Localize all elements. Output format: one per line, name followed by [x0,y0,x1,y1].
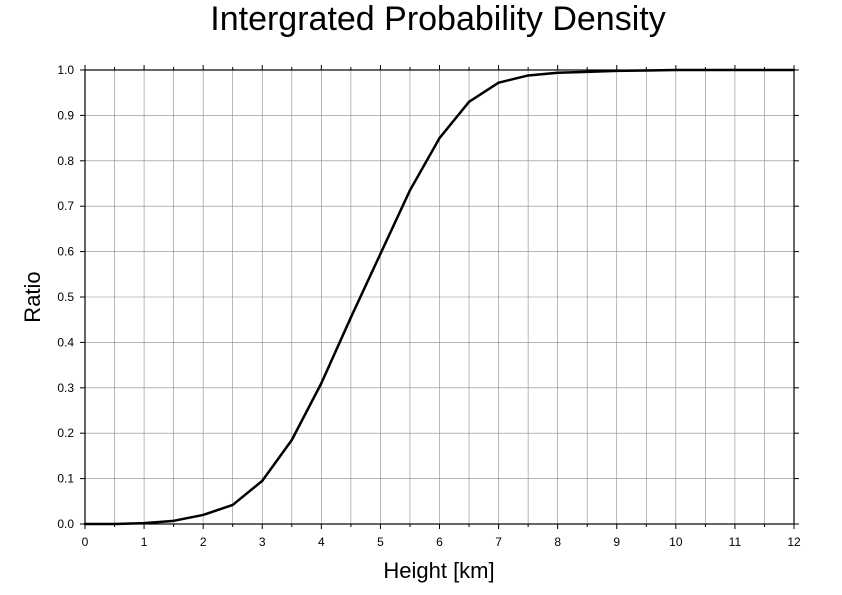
data-point [497,81,500,84]
y-tick-label: 0.9 [57,108,74,122]
data-point [733,68,737,72]
x-tick-label: 0 [82,535,89,549]
y-tick-label: 0.0 [57,517,74,531]
data-point [792,68,796,72]
y-tick-label: 0.3 [57,381,74,395]
data-point [526,74,530,77]
x-tick-label: 4 [318,535,325,549]
chart-title: Intergrated Probability Density [210,0,665,38]
x-tick-label: 9 [613,535,620,549]
data-point [320,382,323,385]
x-tick-label: 10 [669,535,683,549]
x-tick-label: 1 [141,535,148,549]
data-point [586,70,589,74]
x-axis-label: Height [km] [383,558,494,583]
tick-labels: 0 1 2 3 4 5 6 7 8 9 10 11 120.00.10.20.30.40.50.60.7… [57,63,801,549]
data-point [379,252,382,256]
x-tick-label: 7 [495,535,502,549]
y-tick-label: 0.8 [57,154,74,168]
y-tick-label: 0.7 [57,199,74,213]
grid [85,70,794,524]
data-point [467,100,471,103]
data-point [113,522,116,526]
data-point [83,522,87,526]
data-point [615,69,618,73]
data-point [408,189,412,192]
y-tick-label: 0.4 [57,335,74,349]
x-tick-label: 3 [259,535,266,549]
y-tick-label: 0.2 [57,426,74,440]
data-point [290,438,293,442]
y-tick-label: 0.6 [57,245,74,259]
x-tick-label: 8 [554,535,561,549]
data-point [201,513,205,517]
data-point [674,68,678,72]
y-axis-label: Ratio [20,271,45,322]
data-point [556,71,559,74]
data-point [763,68,766,72]
x-tick-label: 5 [377,535,384,549]
y-tick-label: 0.1 [57,472,74,486]
data-point [261,479,264,483]
x-tick-label: 6 [436,535,443,549]
y-tick-label: 1.0 [57,63,74,77]
x-tick-label: 2 [200,535,207,549]
y-tick-label: 0.5 [57,290,74,304]
x-tick-label: 12 [787,535,801,549]
x-tick-label: 11 [729,535,742,549]
data-point [142,521,146,525]
series-layer [83,68,796,526]
data-point [172,519,175,523]
data-point [349,316,353,319]
data-point [645,69,648,72]
data-point [231,503,234,507]
data-point [704,68,707,72]
data-point [438,136,441,140]
